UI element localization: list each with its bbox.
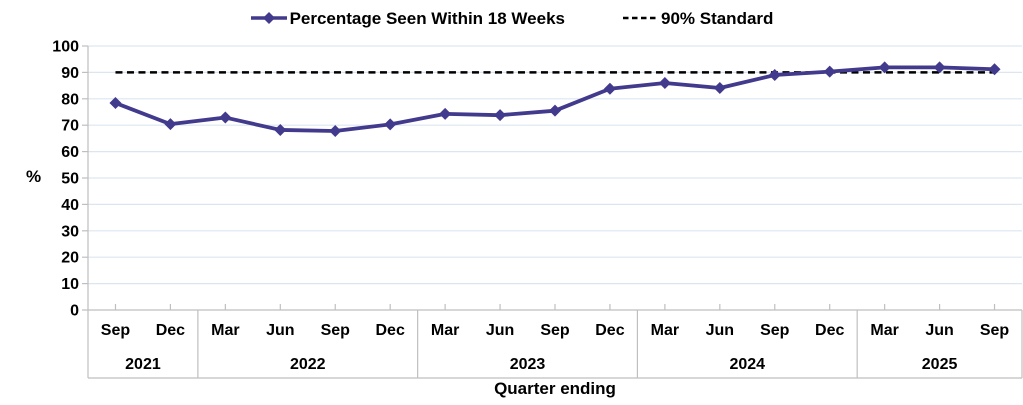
month-tick-label: Sep (321, 322, 351, 339)
data-point-marker (329, 125, 342, 138)
month-tick-label: Sep (980, 322, 1010, 339)
year-label: 2022 (290, 356, 326, 373)
data-point-marker (933, 61, 946, 74)
month-tick-label: Dec (156, 322, 185, 339)
month-tick-label: Sep (101, 322, 131, 339)
month-tick-label: Sep (540, 322, 570, 339)
month-tick-label: Mar (431, 322, 459, 339)
data-point-marker (384, 118, 397, 131)
month-tick-label: Mar (211, 322, 239, 339)
legend-item-percentage-series: Percentage Seen Within 18 Weeks (250, 10, 565, 27)
dashed-line-icon (622, 16, 659, 20)
data-point-marker (549, 104, 561, 117)
data-point-marker (109, 97, 122, 110)
data-point-marker (603, 82, 616, 95)
legend: Percentage Seen Within 18 Weeks 90% Stan… (0, 6, 1023, 30)
y-tick-label: 10 (61, 276, 79, 293)
month-tick-label: Dec (375, 322, 404, 339)
month-tick-label: Jun (706, 322, 734, 339)
y-tick-label: 40 (61, 197, 79, 214)
y-tick-label: 90 (61, 65, 79, 82)
year-label: 2023 (510, 356, 546, 373)
data-point-marker (988, 63, 1001, 76)
legend-label-standard: 90% Standard (660, 8, 774, 28)
data-point-marker (439, 107, 452, 120)
month-tick-label: Sep (760, 322, 790, 339)
y-tick-label: 60 (61, 144, 79, 161)
month-tick-label: Dec (595, 322, 624, 339)
month-tick-label: Mar (651, 322, 679, 339)
data-point-marker (768, 69, 781, 82)
year-label: 2021 (125, 356, 161, 373)
legend-item-standard: 90% Standard (622, 8, 774, 28)
data-point-marker (274, 123, 287, 136)
y-tick-label: 80 (61, 91, 79, 108)
y-tick-label: 20 (61, 250, 79, 267)
month-tick-label: Jun (925, 322, 953, 339)
line-diamond-marker-icon (250, 12, 287, 24)
y-tick-label: 100 (52, 39, 79, 56)
data-point-marker (878, 61, 891, 74)
data-point-marker (494, 109, 507, 122)
x-axis-title: Quarter ending (494, 379, 616, 398)
month-tick-label: Jun (486, 322, 514, 339)
legend-label-percentage: Percentage Seen Within 18 Weeks (289, 8, 565, 28)
y-tick-label: 70 (61, 118, 79, 135)
y-tick-label: 0 (70, 303, 79, 320)
data-point-marker (219, 111, 232, 124)
year-label: 2025 (922, 356, 958, 373)
month-tick-label: Jun (266, 322, 294, 339)
year-label: 2024 (729, 356, 765, 373)
y-tick-label: 30 (61, 223, 79, 240)
data-point-marker (658, 76, 671, 89)
month-tick-label: Mar (870, 322, 898, 339)
month-tick-label: Dec (815, 322, 844, 339)
y-axis-title: % (26, 167, 42, 186)
y-tick-label: 50 (61, 171, 79, 188)
data-point-marker (823, 65, 836, 78)
data-point-marker (713, 81, 726, 94)
data-point-marker (164, 118, 177, 131)
